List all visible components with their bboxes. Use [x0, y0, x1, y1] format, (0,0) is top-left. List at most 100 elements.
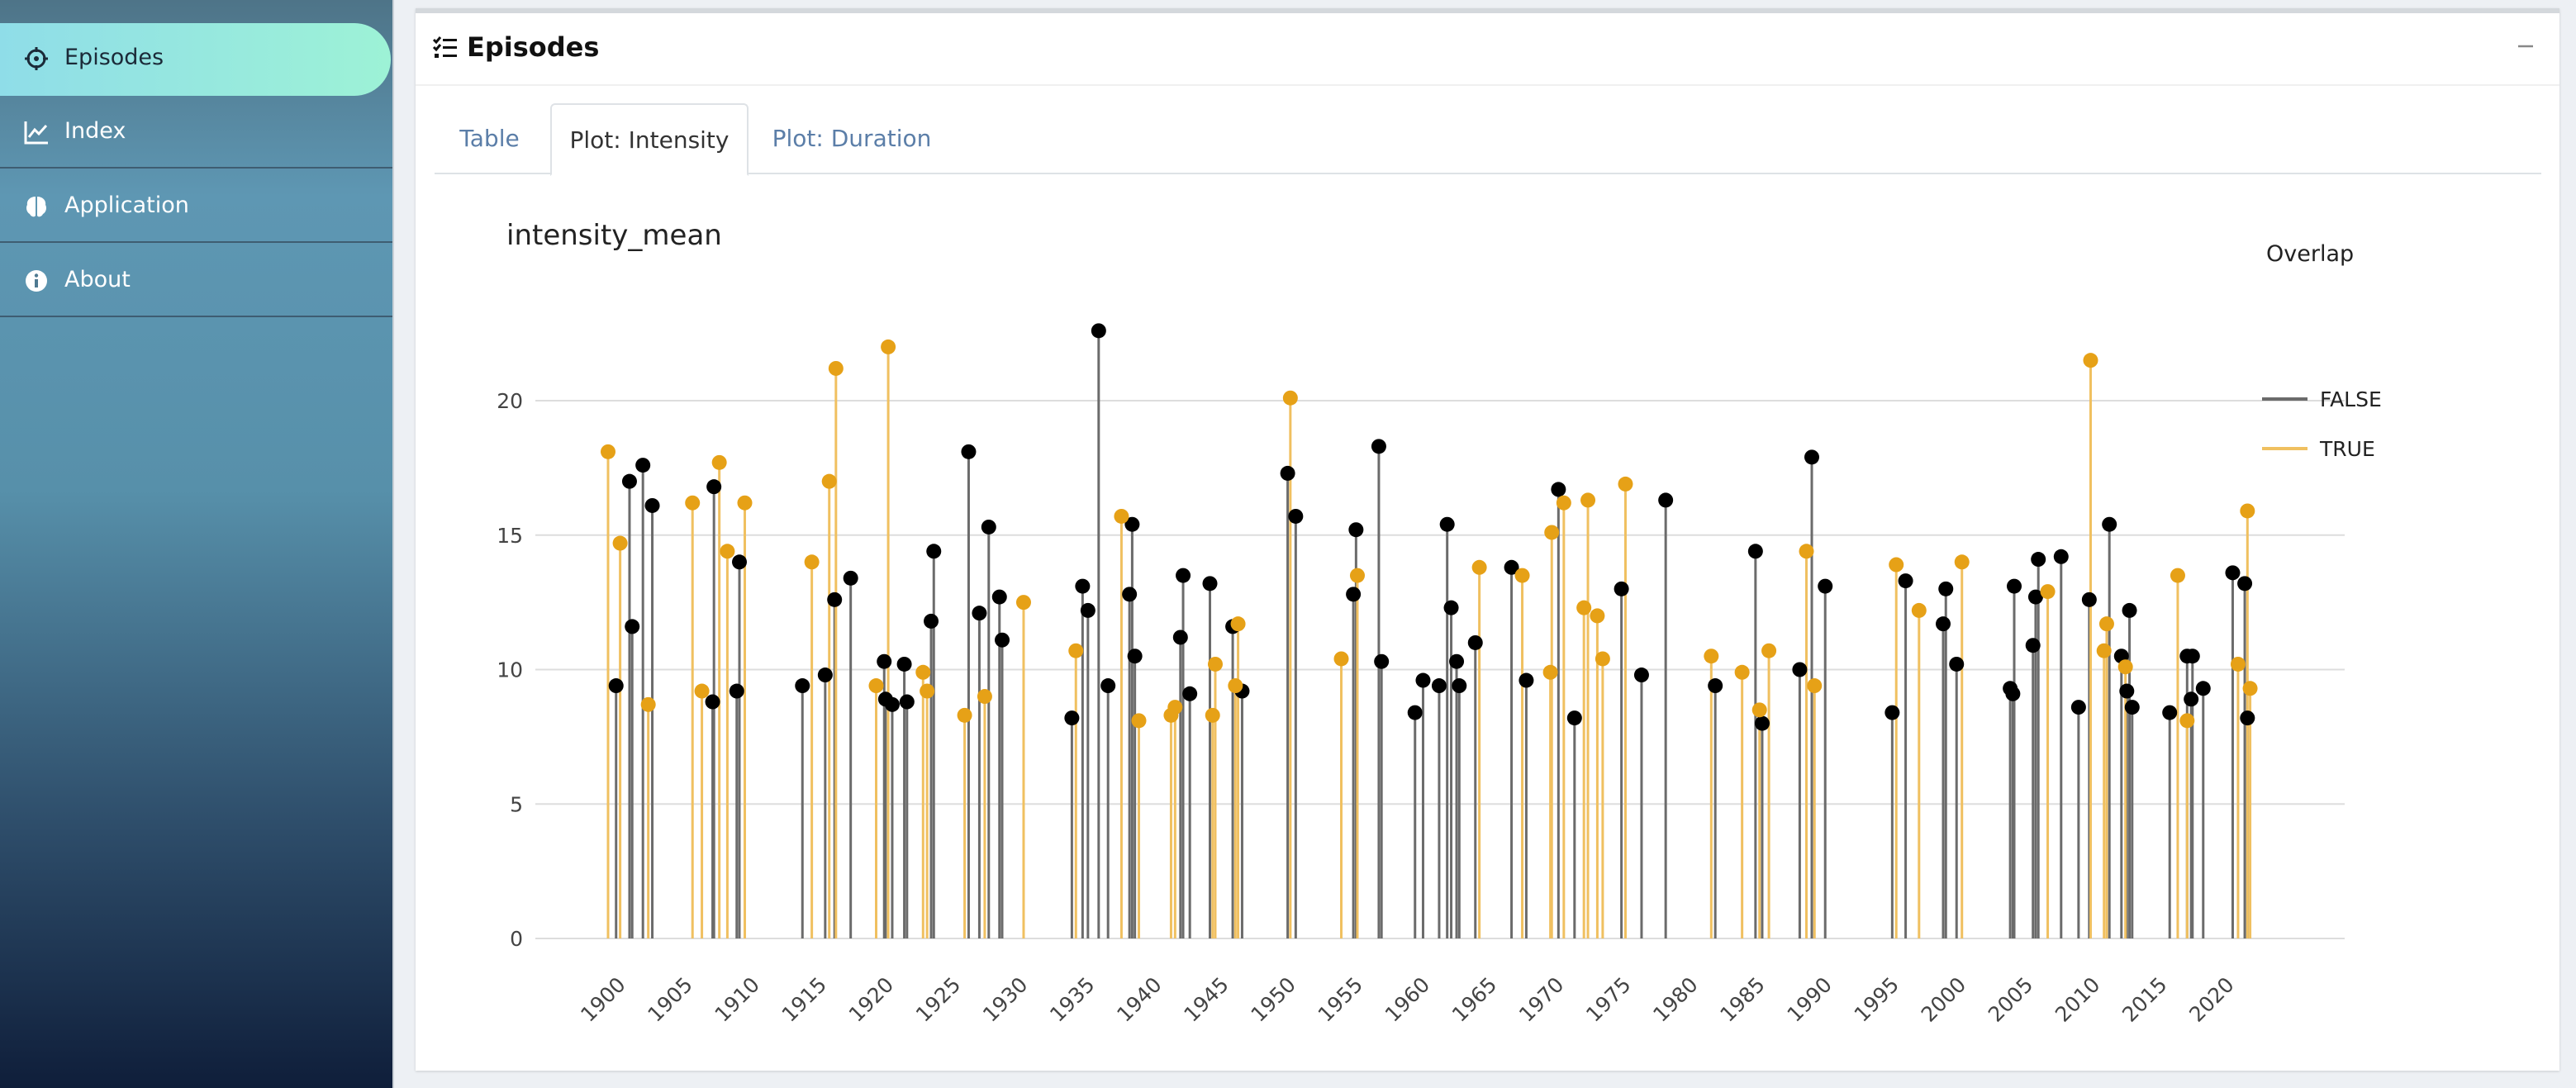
data-point-false[interactable] [1346, 587, 1362, 602]
data-point-true[interactable] [601, 444, 615, 459]
data-point-false[interactable] [1415, 672, 1431, 688]
data-point-false[interactable] [2240, 710, 2255, 726]
data-point-false[interactable] [1122, 587, 1138, 602]
data-point-false[interactable] [1182, 686, 1198, 701]
data-point-true[interactable] [2242, 681, 2258, 696]
data-point-false[interactable] [2027, 589, 2043, 605]
data-point-true[interactable] [1576, 600, 1592, 615]
data-point-true[interactable] [1704, 649, 1719, 664]
data-point-true[interactable] [1349, 568, 1365, 583]
data-point-true[interactable] [711, 454, 727, 470]
data-point-false[interactable] [608, 678, 624, 694]
data-point-false[interactable] [1898, 573, 1913, 589]
data-point-true[interactable] [1799, 544, 1814, 559]
data-point-true[interactable] [915, 664, 931, 680]
data-point-false[interactable] [1614, 581, 1629, 596]
data-point-true[interactable] [1068, 643, 1084, 658]
data-point-true[interactable] [1734, 664, 1750, 680]
tab-plot-duration[interactable]: Plot: Duration [749, 103, 955, 174]
data-point-false[interactable] [2124, 700, 2140, 715]
data-point-true[interactable] [957, 707, 972, 723]
data-point-false[interactable] [2237, 576, 2253, 592]
data-point-false[interactable] [1091, 323, 1106, 339]
data-point-false[interactable] [1431, 678, 1447, 694]
data-point-true[interactable] [2179, 713, 2195, 729]
data-point-false[interactable] [2081, 592, 2097, 607]
data-point-false[interactable] [981, 519, 996, 534]
data-point-false[interactable] [1708, 678, 1723, 694]
data-point-false[interactable] [926, 544, 942, 559]
data-point-true[interactable] [1114, 508, 1129, 524]
data-point-false[interactable] [1804, 449, 1820, 465]
data-point-false[interactable] [1280, 465, 1295, 481]
data-point-true[interactable] [828, 360, 844, 376]
data-point-true[interactable] [612, 535, 628, 551]
data-point-true[interactable] [2240, 503, 2255, 519]
data-point-true[interactable] [1542, 664, 1558, 680]
data-point-false[interactable] [843, 570, 858, 586]
data-point-false[interactable] [1467, 634, 1483, 650]
data-point-false[interactable] [1443, 600, 1459, 615]
data-point-false[interactable] [991, 589, 1007, 605]
data-point-true[interactable] [1556, 495, 1571, 511]
data-point-true[interactable] [1954, 554, 1970, 570]
data-point-true[interactable] [1230, 616, 1246, 632]
data-point-false[interactable] [644, 497, 660, 513]
sidebar-item-episodes[interactable]: Episodes [0, 23, 391, 96]
data-point-false[interactable] [1754, 715, 1770, 731]
data-point-false[interactable] [1936, 616, 1951, 632]
data-point-true[interactable] [920, 683, 935, 699]
data-point-true[interactable] [1514, 568, 1530, 583]
data-point-false[interactable] [2005, 686, 2021, 701]
data-point-false[interactable] [635, 458, 651, 473]
data-point-false[interactable] [2070, 700, 2086, 715]
data-point-false[interactable] [705, 694, 720, 710]
data-point-false[interactable] [2184, 649, 2200, 664]
data-point-false[interactable] [1452, 678, 1467, 694]
data-point-false[interactable] [1064, 710, 1080, 726]
data-point-false[interactable] [2119, 683, 2135, 699]
data-point-false[interactable] [2053, 549, 2069, 564]
data-point-false[interactable] [2007, 578, 2022, 594]
data-point-false[interactable] [1348, 522, 1364, 538]
data-point-true[interactable] [1167, 700, 1183, 715]
data-point-false[interactable] [2102, 516, 2117, 532]
data-point-false[interactable] [961, 444, 977, 459]
data-point-true[interactable] [2083, 353, 2098, 368]
data-point-false[interactable] [2122, 602, 2137, 618]
data-point-true[interactable] [1207, 656, 1223, 672]
data-point-false[interactable] [1449, 653, 1465, 669]
data-point-false[interactable] [625, 619, 640, 634]
data-point-true[interactable] [2170, 568, 2185, 583]
data-point-false[interactable] [1075, 578, 1091, 594]
data-point-false[interactable] [1080, 602, 1096, 618]
sidebar-item-index[interactable]: Index [0, 96, 392, 169]
data-point-true[interactable] [1471, 559, 1487, 575]
tab-plot-intensity[interactable]: Plot: Intensity [550, 103, 749, 176]
data-point-false[interactable] [1551, 482, 1566, 497]
data-point-true[interactable] [640, 696, 656, 712]
data-point-false[interactable] [1407, 705, 1423, 720]
data-point-false[interactable] [924, 613, 939, 629]
data-point-false[interactable] [827, 592, 843, 607]
data-point-true[interactable] [1751, 702, 1767, 718]
data-point-false[interactable] [1504, 559, 1519, 575]
data-point-false[interactable] [1371, 439, 1386, 454]
data-point-false[interactable] [2025, 638, 2041, 653]
data-point-false[interactable] [1374, 653, 1390, 669]
data-point-true[interactable] [2230, 656, 2246, 672]
data-point-true[interactable] [1595, 651, 1610, 667]
data-point-false[interactable] [2184, 691, 2199, 707]
data-point-true[interactable] [1205, 707, 1220, 723]
data-point-false[interactable] [1949, 656, 1965, 672]
data-point-true[interactable] [694, 683, 710, 699]
data-point-false[interactable] [1288, 508, 1304, 524]
data-point-true[interactable] [977, 689, 992, 705]
data-point-true[interactable] [821, 473, 837, 489]
sidebar-item-application[interactable]: Application [0, 170, 392, 243]
data-point-true[interactable] [720, 544, 735, 559]
data-point-false[interactable] [817, 668, 833, 683]
sidebar-item-about[interactable]: About [0, 245, 392, 317]
data-point-false[interactable] [1658, 492, 1674, 508]
data-point-false[interactable] [2162, 705, 2178, 720]
